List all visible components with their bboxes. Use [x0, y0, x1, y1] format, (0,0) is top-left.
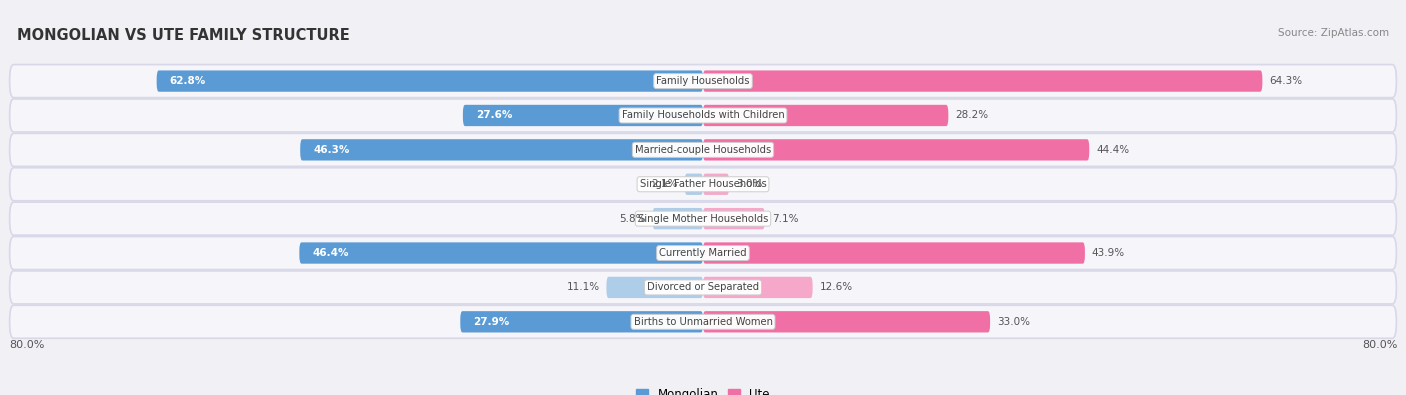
- FancyBboxPatch shape: [460, 311, 703, 333]
- FancyBboxPatch shape: [703, 105, 948, 126]
- Text: Family Households with Children: Family Households with Children: [621, 111, 785, 120]
- Text: 62.8%: 62.8%: [170, 76, 205, 86]
- Text: Currently Married: Currently Married: [659, 248, 747, 258]
- FancyBboxPatch shape: [703, 277, 813, 298]
- Text: 3.0%: 3.0%: [737, 179, 762, 189]
- FancyBboxPatch shape: [606, 277, 703, 298]
- FancyBboxPatch shape: [463, 105, 703, 126]
- FancyBboxPatch shape: [703, 311, 990, 333]
- FancyBboxPatch shape: [703, 208, 765, 229]
- FancyBboxPatch shape: [10, 271, 1396, 304]
- Text: MONGOLIAN VS UTE FAMILY STRUCTURE: MONGOLIAN VS UTE FAMILY STRUCTURE: [17, 28, 350, 43]
- Text: 33.0%: 33.0%: [997, 317, 1031, 327]
- Text: 28.2%: 28.2%: [955, 111, 988, 120]
- Text: 27.9%: 27.9%: [474, 317, 509, 327]
- FancyBboxPatch shape: [10, 65, 1396, 98]
- FancyBboxPatch shape: [299, 243, 703, 264]
- Text: 7.1%: 7.1%: [772, 214, 799, 224]
- Text: 46.3%: 46.3%: [314, 145, 350, 155]
- FancyBboxPatch shape: [301, 139, 703, 160]
- FancyBboxPatch shape: [10, 99, 1396, 132]
- FancyBboxPatch shape: [703, 243, 1085, 264]
- Legend: Mongolian, Ute: Mongolian, Ute: [631, 384, 775, 395]
- Text: Births to Unmarried Women: Births to Unmarried Women: [634, 317, 772, 327]
- Text: 5.8%: 5.8%: [619, 214, 645, 224]
- Text: Family Households: Family Households: [657, 76, 749, 86]
- FancyBboxPatch shape: [703, 173, 730, 195]
- FancyBboxPatch shape: [10, 237, 1396, 269]
- Text: 64.3%: 64.3%: [1270, 76, 1302, 86]
- Text: Single Mother Households: Single Mother Households: [638, 214, 768, 224]
- Text: 80.0%: 80.0%: [8, 340, 44, 350]
- FancyBboxPatch shape: [652, 208, 703, 229]
- FancyBboxPatch shape: [10, 202, 1396, 235]
- Text: 46.4%: 46.4%: [312, 248, 349, 258]
- Text: Divorced or Separated: Divorced or Separated: [647, 282, 759, 292]
- Text: 11.1%: 11.1%: [567, 282, 599, 292]
- Text: 2.1%: 2.1%: [651, 179, 678, 189]
- Text: 80.0%: 80.0%: [1362, 340, 1398, 350]
- FancyBboxPatch shape: [10, 168, 1396, 201]
- FancyBboxPatch shape: [10, 305, 1396, 338]
- FancyBboxPatch shape: [685, 173, 703, 195]
- FancyBboxPatch shape: [156, 70, 703, 92]
- FancyBboxPatch shape: [703, 70, 1263, 92]
- Text: 12.6%: 12.6%: [820, 282, 852, 292]
- Text: 44.4%: 44.4%: [1097, 145, 1129, 155]
- Text: Single Father Households: Single Father Households: [640, 179, 766, 189]
- FancyBboxPatch shape: [703, 139, 1090, 160]
- Text: Source: ZipAtlas.com: Source: ZipAtlas.com: [1278, 28, 1389, 38]
- Text: 27.6%: 27.6%: [477, 111, 512, 120]
- Text: Married-couple Households: Married-couple Households: [636, 145, 770, 155]
- Text: 43.9%: 43.9%: [1092, 248, 1125, 258]
- FancyBboxPatch shape: [10, 134, 1396, 166]
